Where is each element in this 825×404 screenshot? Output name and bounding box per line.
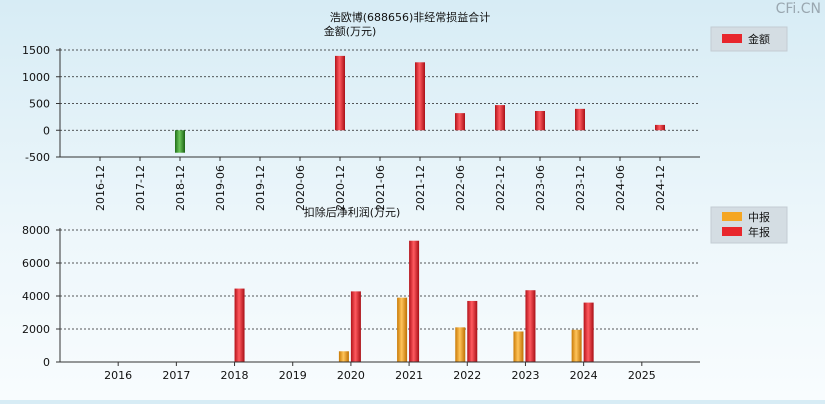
- chart1-bar: [655, 124, 665, 131]
- chart2-axes: [59, 228, 700, 363]
- chart1-x-tick-label: 2023-06: [534, 165, 547, 211]
- chart1-x-tick-label: 2020-12: [334, 165, 347, 211]
- chart2-bar-interim: [571, 329, 582, 362]
- watermark: CFi.CN: [775, 1, 821, 17]
- chart2-bar-interim: [455, 327, 466, 362]
- chart2-ylabel: 扣除后净利润(万元): [304, 205, 401, 219]
- chart1-x-ticks: 2016-12 2017-12 2018-12 2019-06 2019-12 2020-…: [94, 157, 667, 211]
- chart1-y-tick-label: 1500: [22, 44, 50, 57]
- legend-label-interim: 中报: [748, 210, 770, 224]
- chart2-y-tick-label: 4000: [22, 290, 50, 303]
- chart1-x-tick-label: 2017-12: [134, 165, 147, 211]
- chart2-x-tick-label: 2022: [453, 369, 481, 382]
- chart2-bar-interim: [338, 351, 349, 362]
- chart2-bar-annual: [525, 290, 536, 362]
- chart1-x-tick-label: 2019-06: [214, 165, 227, 211]
- chart1-bar: [175, 130, 185, 153]
- chart2-legend-box: [710, 206, 788, 244]
- chart1-x-tick-label: 2024-12: [654, 165, 667, 211]
- chart1-y-tick-label: 0: [43, 124, 50, 137]
- chart1-bar: [575, 108, 585, 131]
- chart2-y-tick-label: 0: [43, 356, 50, 369]
- chart2-y-ticks: 0 2000 4000 6000 8000: [22, 224, 60, 369]
- legend-swatch-interim: [722, 212, 742, 221]
- chart1-title: 浩欧博(688656)非经常损益合计: [330, 10, 491, 24]
- legend-label-amount: 金额: [748, 32, 770, 46]
- legend-swatch-amount: [722, 34, 742, 43]
- chart2-y-tick-label: 6000: [22, 257, 50, 270]
- chart2-x-tick-label: 2023: [511, 369, 539, 382]
- chart2-x-tick-label: 2019: [279, 369, 307, 382]
- chart2-x-tick-label: 2024: [570, 369, 598, 382]
- chart1-x-tick-label: 2021-06: [374, 165, 387, 211]
- chart1-y-tick-label: -500: [25, 151, 50, 164]
- chart1-x-tick-label: 2018-12: [174, 165, 187, 211]
- chart2-grid: [60, 229, 700, 330]
- chart2-x-tick-label: 2016: [104, 369, 132, 382]
- chart2-x-tick-label: 2021: [395, 369, 423, 382]
- chart2-bar-annual: [467, 300, 478, 362]
- chart1-bar: [495, 105, 505, 131]
- chart1-x-tick-label: 2019-12: [254, 165, 267, 211]
- legend-label-annual: 年报: [748, 225, 770, 239]
- chart2-y-tick-label: 8000: [22, 224, 50, 237]
- chart1-x-tick-label: 2016-12: [94, 165, 107, 211]
- chart1-y-tick-label: 500: [29, 98, 50, 111]
- chart2-legend: 中报 年报: [710, 206, 788, 244]
- chart1-legend: 金额: [710, 26, 788, 52]
- chart1-grid: [60, 49, 700, 131]
- chart2-y-tick-label: 2000: [22, 323, 50, 336]
- chart2-x-tick-label: 2018: [221, 369, 249, 382]
- chart2-bar-annual: [350, 291, 361, 362]
- chart2-bars: [234, 240, 594, 362]
- chart1-bar: [455, 113, 465, 131]
- chart2-bar-annual: [583, 302, 594, 362]
- chart1-x-tick-label: 2022-12: [494, 165, 507, 211]
- chart1-x-tick-label: 2022-06: [454, 165, 467, 211]
- chart1-x-tick-label: 2023-12: [574, 165, 587, 211]
- chart2-bar-interim: [397, 297, 408, 362]
- chart1-x-tick-label: 2020-06: [294, 165, 307, 211]
- chart1-x-tick-label: 2024-06: [614, 165, 627, 211]
- chart1-bars: [175, 55, 665, 153]
- chart1-ylabel: 金额(万元): [324, 24, 377, 38]
- chart2-bar-interim: [513, 331, 524, 362]
- chart1-axes: [59, 48, 700, 158]
- chart1-bar: [415, 62, 425, 131]
- chart2-x-ticks: 2016 2017 2018 2019 2020 2021 2022 2023 2024 2025: [104, 362, 656, 382]
- legend-swatch-annual: [722, 227, 742, 236]
- chart2-x-tick-label: 2020: [337, 369, 365, 382]
- chart2-bar-annual: [234, 288, 245, 362]
- chart1-y-tick-label: 1000: [22, 71, 50, 84]
- chart2-x-tick-label: 2025: [628, 369, 656, 382]
- chart2-bar-annual: [409, 240, 420, 362]
- chart1-bar: [335, 55, 345, 131]
- chart1-y-ticks: -500 0 500 1000 1500: [22, 44, 60, 164]
- chart1-bar: [535, 110, 545, 131]
- chart2-x-tick-label: 2017: [162, 369, 190, 382]
- chart1-x-tick-label: 2021-12: [414, 165, 427, 211]
